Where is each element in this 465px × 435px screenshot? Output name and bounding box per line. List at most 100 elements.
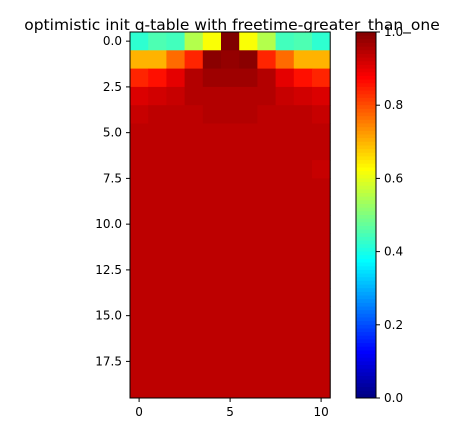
heatmap-cell [221, 324, 240, 344]
colorbar-segment [356, 72, 376, 77]
heatmap-cell [239, 215, 258, 234]
colorbar-segment [356, 288, 376, 293]
colorbar-segment [356, 255, 376, 260]
heatmap-cell [221, 86, 240, 106]
colorbar-segment [356, 185, 376, 190]
colorbar-tick-label: 0.0 [384, 391, 403, 405]
heatmap-cell [148, 105, 167, 124]
heatmap-cell [130, 178, 149, 198]
heatmap-cell [275, 361, 295, 381]
heatmap-cell [257, 50, 276, 69]
heatmap-cell [184, 178, 204, 198]
heatmap-cell [166, 233, 185, 252]
y-tick-label: 15.0 [95, 309, 122, 323]
colorbar-segment [356, 332, 376, 337]
heatmap-cell [166, 269, 185, 289]
heatmap-cell [312, 379, 331, 399]
heatmap-cell [221, 123, 240, 143]
colorbar-segment [356, 229, 376, 234]
colorbar-ticks: 0.0 0.2 0.4 0.6 0.8 1.0 [376, 25, 403, 405]
heatmap-cell [221, 32, 240, 51]
heatmap-cell [275, 50, 295, 69]
heatmap-cell [166, 196, 185, 216]
heatmap-cell [275, 141, 295, 161]
colorbar-segment [356, 53, 376, 59]
colorbar-segment [356, 171, 376, 176]
colorbar-segment [356, 324, 376, 329]
heatmap-cell [148, 288, 167, 307]
x-tick-label: 10 [313, 405, 328, 419]
heatmap-cell [184, 32, 204, 51]
heatmap-cell [293, 288, 313, 307]
colorbar-segment [356, 357, 376, 362]
colorbar-segment [356, 280, 376, 286]
colorbar-segment [356, 105, 376, 110]
colorbar-segment [356, 160, 376, 165]
heatmap-cell [130, 215, 149, 234]
heatmap-cell [166, 68, 185, 88]
colorbar-segment [356, 97, 376, 103]
colorbar-segment [356, 240, 376, 245]
heatmap-cell [202, 269, 222, 289]
heatmap-cell [312, 105, 331, 124]
heatmap-cell [184, 233, 204, 252]
colorbar-frame [355, 31, 377, 399]
colorbar-segment [356, 258, 376, 264]
heatmap-cell [202, 288, 222, 307]
colorbar-segment [356, 244, 376, 249]
heatmap-cell [184, 251, 204, 271]
heatmap-cell [239, 68, 258, 88]
heatmap-cell [130, 160, 149, 179]
colorbar-segment [356, 368, 376, 373]
y-tick-label: 12.5 [95, 263, 122, 277]
heatmap-cell [239, 379, 258, 399]
heatmap-cell [257, 288, 276, 307]
heatmap-cell [202, 361, 222, 381]
colorbar-segment [356, 152, 376, 157]
colorbar-segment [356, 218, 376, 223]
heatmap-cell [166, 141, 185, 161]
heatmap-cell [239, 178, 258, 198]
heatmap-cell [257, 306, 276, 326]
colorbar-segment [356, 376, 376, 381]
colorbar-segment [356, 306, 376, 311]
colorbar-segment [356, 299, 376, 304]
heatmap-cell [239, 324, 258, 344]
heatmap-cell [202, 86, 222, 106]
colorbar-segment [356, 361, 376, 366]
heatmap-cell [239, 196, 258, 216]
colorbar-segment [356, 119, 376, 124]
colorbar-segment [356, 101, 376, 106]
heatmap-cell [221, 251, 240, 271]
heatmap-cell [257, 343, 276, 362]
colorbar-segment [356, 163, 376, 168]
heatmap-cell [148, 215, 167, 234]
heatmap-cell [239, 32, 258, 51]
heatmap-cell [130, 343, 149, 362]
colorbar-segment [356, 75, 376, 81]
colorbar-segment [356, 383, 376, 388]
colorbar-segment [356, 86, 376, 92]
heatmap-cell [221, 361, 240, 381]
y-tick-label: 10.0 [95, 217, 122, 231]
colorbar-segment [356, 236, 376, 242]
heatmap-cell [239, 233, 258, 252]
heatmap-cell [221, 160, 240, 179]
heatmap-cell [184, 306, 204, 326]
heatmap-cell [293, 343, 313, 362]
heatmap-cell [257, 178, 276, 198]
heatmap-cell [148, 123, 167, 143]
heatmap-cell [275, 196, 295, 216]
heatmap-cell [184, 160, 204, 179]
heatmap-cell [148, 306, 167, 326]
heatmap-cell [166, 178, 185, 198]
heatmap-cell [293, 86, 313, 106]
colorbar-segment [356, 42, 376, 48]
y-tick-label: 5.0 [103, 126, 122, 140]
heatmap-cell [275, 86, 295, 106]
colorbar-segment [356, 134, 376, 139]
colorbar-segment [356, 211, 376, 216]
x-axis: 0 5 10 [135, 398, 329, 419]
colorbar-segment [356, 196, 376, 201]
heatmap-cell [221, 343, 240, 362]
